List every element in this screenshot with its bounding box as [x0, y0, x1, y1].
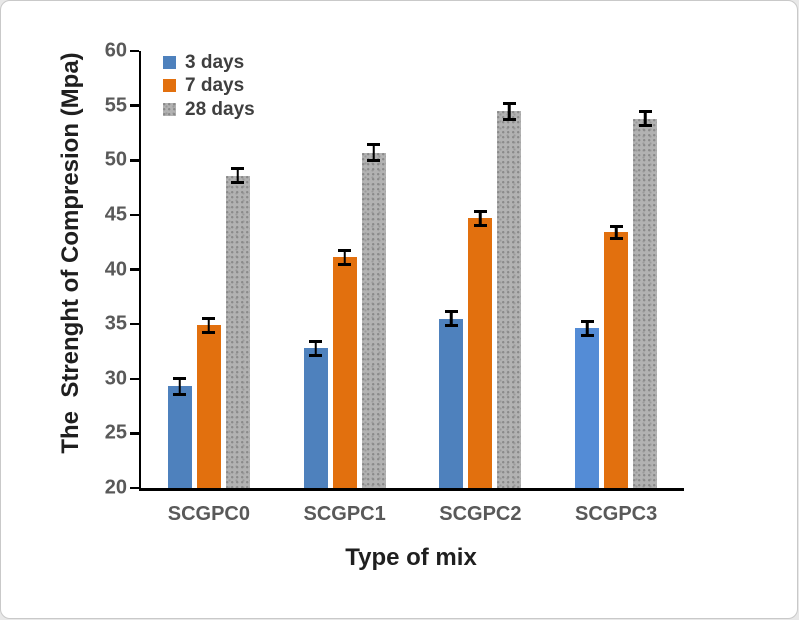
- error-bar-7-days-SCGPC0: [202, 316, 216, 334]
- legend-item-7-days: 7 days: [163, 75, 255, 97]
- bar-3-days-SCGPC1: [303, 348, 328, 488]
- bar-7-days-SCGPC1: [332, 257, 357, 488]
- legend-label: 3 days: [185, 51, 245, 73]
- bar-7-days-SCGPC0: [196, 325, 221, 488]
- error-bar-28-days-SCGPC0: [231, 167, 245, 184]
- legend-swatch-28-days: [163, 102, 176, 116]
- legend-swatch-3-days: [163, 55, 176, 69]
- y-tick-mark: [129, 49, 139, 53]
- y-tick-mark: [129, 159, 139, 162]
- y-axis-line: [138, 51, 141, 488]
- bar-7-days-SCGPC2: [468, 218, 493, 488]
- bar-28-days-SCGPC1: [361, 152, 386, 488]
- y-tick-mark: [129, 377, 139, 380]
- legend-item-28-days: 28 days: [163, 98, 255, 120]
- error-bar-28-days-SCGPC1: [367, 143, 381, 163]
- legend-item-3-days: 3 days: [163, 51, 255, 73]
- y-tick-label: 45: [104, 203, 127, 226]
- x-axis-title: Type of mix: [345, 544, 477, 571]
- y-tick-label: 50: [104, 148, 127, 171]
- x-category-label-SCGPC3: SCGPC3: [575, 503, 658, 525]
- error-bar-7-days-SCGPC2: [473, 209, 487, 227]
- bar-28-days-SCGPC3: [633, 118, 658, 488]
- y-tick-mark: [129, 486, 139, 490]
- bar-7-days-SCGPC3: [604, 232, 629, 488]
- bar-28-days-SCGPC0: [225, 175, 250, 488]
- legend-swatch-7-days: [163, 79, 176, 92]
- bar-3-days-SCGPC3: [575, 328, 600, 488]
- y-tick-mark: [129, 432, 139, 435]
- y-tick-label: 40: [104, 258, 127, 281]
- y-tick-mark: [129, 322, 139, 326]
- legend: 3 days 7 days 28 days: [163, 51, 255, 122]
- error-bar-3-days-SCGPC2: [444, 310, 458, 328]
- legend-label: 28 days: [185, 98, 255, 120]
- error-bar-28-days-SCGPC3: [638, 110, 652, 128]
- bar-28-days-SCGPC2: [497, 111, 522, 488]
- error-bar-3-days-SCGPC0: [173, 376, 187, 396]
- y-tick-label: 60: [104, 39, 127, 62]
- error-bar-3-days-SCGPC3: [580, 320, 594, 337]
- legend-label: 7 days: [185, 75, 245, 96]
- x-category-label-SCGPC1: SCGPC1: [303, 503, 386, 525]
- error-bar-28-days-SCGPC2: [502, 101, 516, 121]
- x-category-label-SCGPC0: SCGPC0: [167, 503, 250, 525]
- x-axis-line: [138, 488, 684, 491]
- x-category-label-SCGPC2: SCGPC2: [439, 503, 522, 525]
- bar-3-days-SCGPC0: [167, 386, 192, 488]
- error-bar-7-days-SCGPC3: [609, 224, 623, 240]
- y-tick-label: 30: [104, 367, 127, 390]
- y-tick-label: 55: [104, 94, 127, 117]
- y-tick-label: 20: [104, 476, 127, 499]
- y-axis-title: The Strenght of Compresion (Mpa): [57, 52, 84, 454]
- y-tick-label: 25: [104, 421, 127, 444]
- error-bar-7-days-SCGPC1: [338, 249, 352, 266]
- y-tick-mark: [129, 268, 139, 271]
- y-tick-mark: [129, 104, 139, 107]
- error-bar-3-days-SCGPC1: [309, 339, 323, 357]
- y-tick-label: 35: [104, 312, 127, 335]
- bar-3-days-SCGPC2: [439, 318, 464, 488]
- y-tick-mark: [129, 213, 139, 217]
- plot-area: 3 days 7 days 28 days 20 25 30 35 40 45 50 55 60 SC…: [105, 41, 684, 524]
